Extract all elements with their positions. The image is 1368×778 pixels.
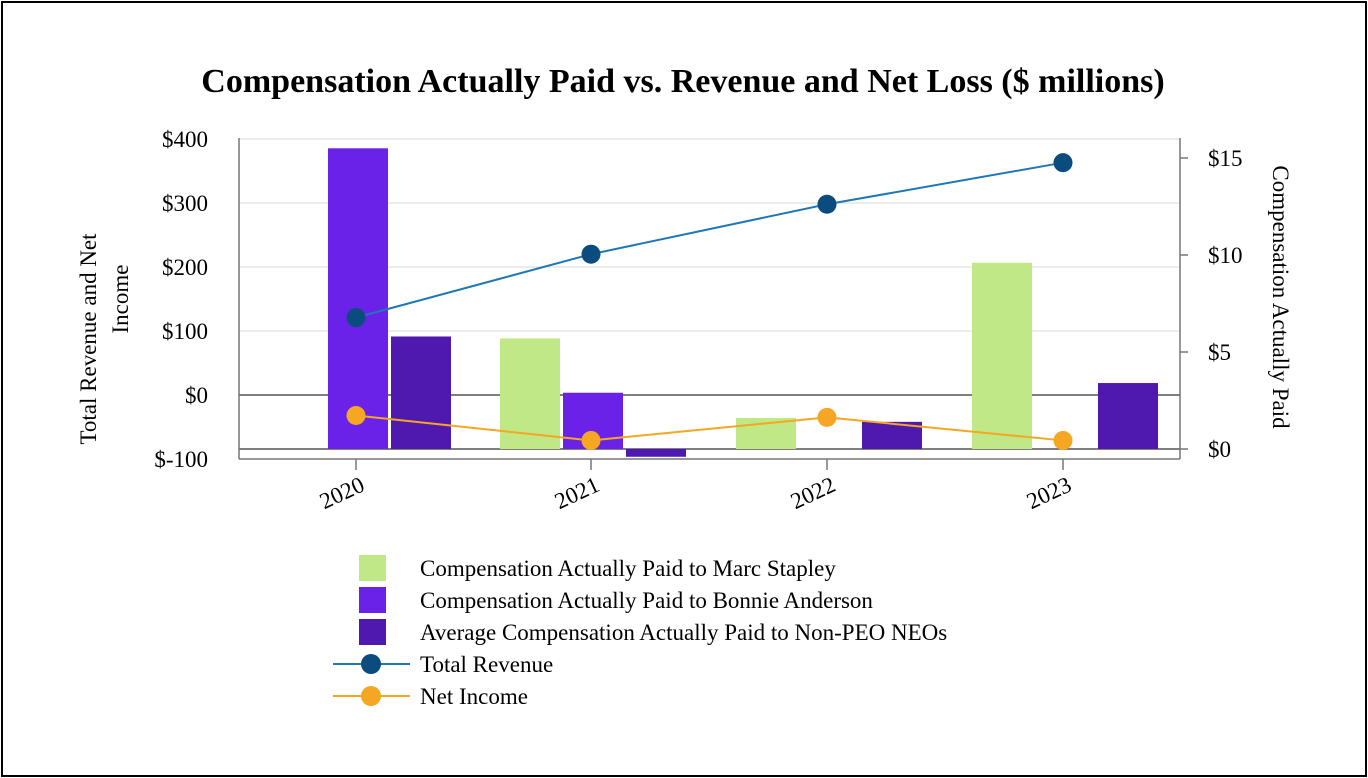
legend-swatch: [359, 555, 386, 581]
right-axis-title: Compensation Actually Paid: [1268, 165, 1293, 429]
line-point-0-2023: [1053, 153, 1073, 173]
right-tick-label: $15: [1208, 146, 1243, 171]
line-point-0-2021: [581, 244, 601, 264]
left-tick-label: $200: [162, 255, 208, 280]
right-tick-label: $5: [1208, 340, 1231, 365]
line-point-1-2023: [1053, 430, 1073, 450]
left-tick-label: $400: [162, 127, 208, 152]
legend-label: Total Revenue: [420, 652, 553, 677]
legend: Compensation Actually Paid to Marc Stapl…: [333, 555, 947, 709]
bar-1-2020: [328, 148, 388, 450]
bar-2-2023: [1098, 383, 1158, 449]
left-axis-title-line1: Total Revenue and Net: [76, 233, 101, 445]
left-tick-label: $100: [162, 319, 208, 344]
line-point-1-2021: [581, 430, 601, 450]
axes: $400 $300 $200 $100 $0 $-100 $15 $10 $5 $0 2020 202…: [154, 127, 1242, 514]
legend-marker: [361, 654, 381, 674]
bars: [328, 148, 1158, 457]
bar-2-2021: [626, 449, 686, 457]
legend-label: Compensation Actually Paid to Bonnie And…: [420, 588, 873, 613]
legend-swatch: [359, 619, 386, 645]
left-tick-label: $300: [162, 191, 208, 216]
x-tick-label: 2022: [787, 472, 839, 514]
line-point-1-2020: [346, 405, 366, 425]
series-line-0: [355, 161, 1064, 319]
left-tick-label: $0: [185, 383, 208, 408]
x-tick-label: 2021: [551, 472, 603, 514]
line-point-0-2020: [346, 308, 366, 328]
legend-label: Average Compensation Actually Paid to No…: [420, 620, 947, 645]
right-tick-label: $10: [1208, 243, 1243, 268]
x-tick-label: 2023: [1023, 472, 1075, 514]
legend-label: Net Income: [420, 684, 528, 709]
legend-swatch: [359, 587, 386, 613]
bar-0-2023: [972, 262, 1032, 449]
bar-0-2021: [500, 338, 560, 449]
legend-label: Compensation Actually Paid to Marc Stapl…: [420, 556, 836, 581]
line-point-1-2022: [817, 407, 837, 427]
x-tick-label: 2020: [316, 472, 368, 514]
series-line-1: [355, 414, 1064, 442]
chart-title: Compensation Actually Paid vs. Revenue a…: [201, 63, 1164, 100]
bar-2-2020: [391, 336, 451, 449]
legend-marker: [361, 686, 381, 706]
line-point-0-2022: [817, 194, 837, 214]
left-tick-label: $-100: [154, 447, 208, 472]
left-axis-title-line2: Income: [108, 265, 133, 334]
lines: [346, 153, 1073, 450]
right-tick-label: $0: [1208, 437, 1231, 462]
